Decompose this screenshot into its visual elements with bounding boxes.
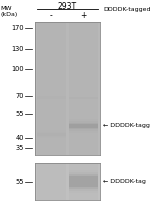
Text: 170: 170	[11, 26, 24, 31]
Text: 293T: 293T	[58, 2, 77, 11]
Text: 55: 55	[15, 178, 24, 184]
Text: MW
(kDa): MW (kDa)	[1, 6, 18, 17]
Text: 130: 130	[11, 46, 24, 52]
Text: 70: 70	[15, 93, 24, 99]
Text: 100: 100	[11, 66, 24, 72]
Text: ← DDDDK-tagged IDH1: ← DDDDK-tagged IDH1	[103, 123, 150, 128]
Text: ← DDDDK-tag: ← DDDDK-tag	[103, 179, 146, 184]
Text: +: +	[81, 11, 87, 20]
Text: -: -	[50, 11, 53, 20]
Text: 40: 40	[15, 135, 24, 141]
Bar	[69, 22, 98, 155]
Text: 35: 35	[15, 145, 24, 151]
Bar	[37, 163, 66, 200]
Bar	[37, 22, 66, 155]
Text: DDDDK-taggedIDH1: DDDDK-taggedIDH1	[103, 7, 150, 12]
Bar	[69, 163, 98, 200]
Text: 55: 55	[15, 111, 24, 117]
